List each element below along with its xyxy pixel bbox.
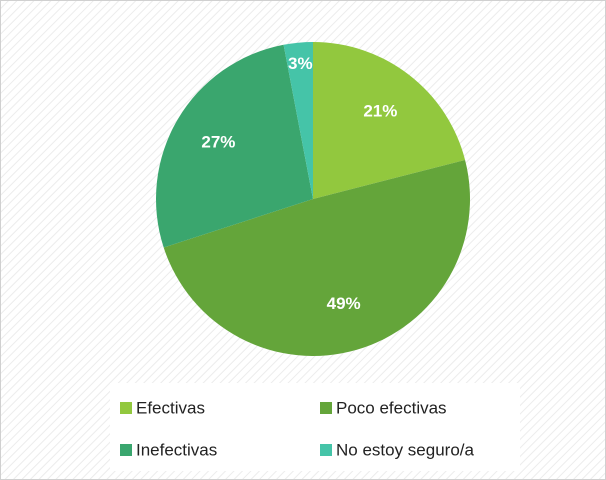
legend-box — [110, 383, 520, 471]
value-label: 3% — [288, 54, 313, 73]
pie-slice — [283, 42, 313, 199]
legend-label: No estoy seguro/a — [336, 440, 475, 459]
legend-swatch — [320, 402, 332, 414]
value-label: 49% — [327, 294, 361, 313]
legend-swatch — [120, 402, 132, 414]
value-label: 21% — [363, 102, 397, 121]
legend-label: Efectivas — [136, 398, 205, 417]
legend-label: Poco efectivas — [336, 398, 447, 417]
legend-swatch — [320, 444, 332, 456]
value-label: 27% — [201, 133, 235, 152]
legend-swatch — [120, 444, 132, 456]
legend-label: Inefectivas — [136, 440, 217, 459]
pie-slice — [313, 42, 466, 199]
pie-slice — [156, 44, 313, 248]
pie-slice — [163, 159, 471, 357]
